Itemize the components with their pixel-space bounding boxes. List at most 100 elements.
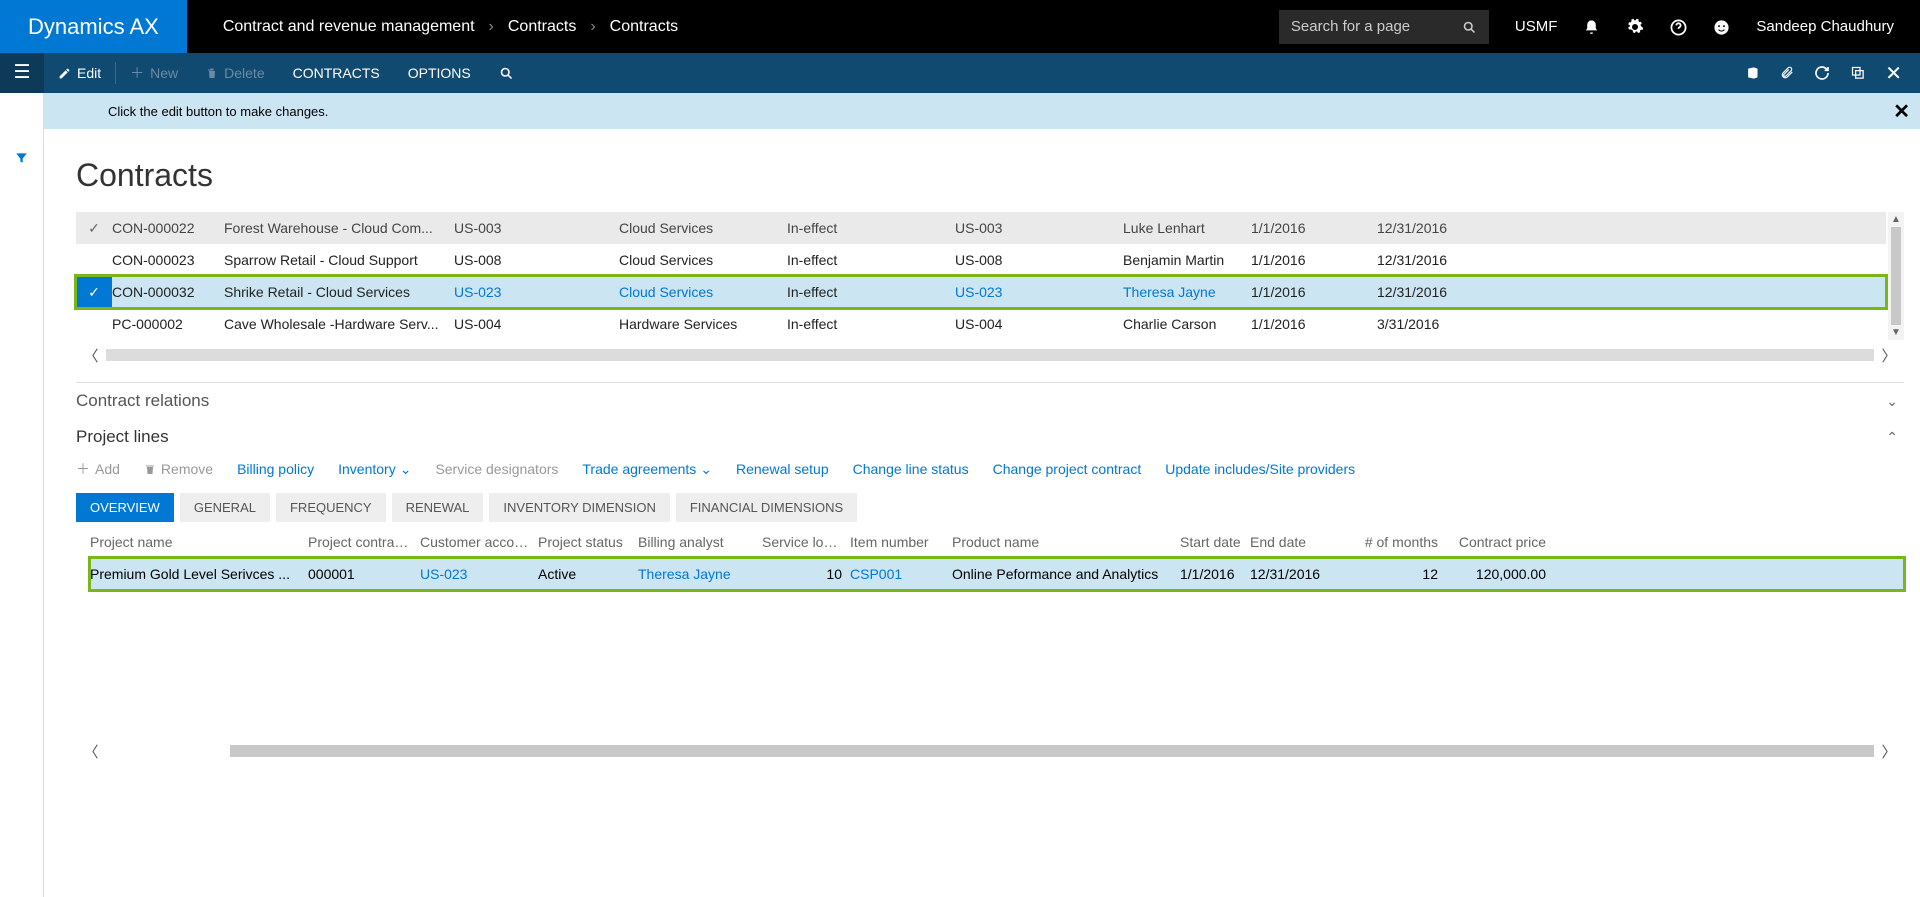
info-close-icon[interactable]: ✕ bbox=[1893, 99, 1910, 124]
pl-billing-analyst[interactable]: Theresa Jayne bbox=[638, 566, 762, 582]
hamburger-icon[interactable]: ☰ bbox=[0, 53, 44, 93]
chevron-down-icon[interactable]: ⌄ bbox=[1886, 393, 1898, 410]
tab-inventory-dimension[interactable]: INVENTORY DIMENSION bbox=[489, 493, 669, 522]
trade-label: Trade agreements bbox=[582, 461, 696, 477]
plh-months[interactable]: # of months bbox=[1338, 534, 1446, 550]
pl-hscroll[interactable]: 〈 〉 bbox=[76, 740, 1904, 762]
cell-owner: Benjamin Martin bbox=[1123, 252, 1251, 268]
change-project-contract-link[interactable]: Change project contract bbox=[993, 461, 1142, 477]
brand-logo[interactable]: Dynamics AX bbox=[0, 0, 187, 53]
row-check[interactable] bbox=[76, 244, 112, 276]
add-button[interactable]: ＋Add bbox=[76, 459, 120, 479]
inventory-link[interactable]: Inventory ⌄ bbox=[338, 461, 411, 478]
tab-frequency[interactable]: FREQUENCY bbox=[276, 493, 386, 522]
plh-customer-account[interactable]: Customer account bbox=[420, 534, 538, 550]
pl-months: 12 bbox=[1338, 566, 1446, 582]
cell-end: 12/31/2016 bbox=[1377, 220, 1487, 236]
tab-renewal[interactable]: RENEWAL bbox=[392, 493, 484, 522]
cell-name: Forest Warehouse - Cloud Com... bbox=[224, 220, 454, 236]
scroll-right-icon[interactable]: 〉 bbox=[1874, 345, 1904, 366]
table-row[interactable]: ✓ CON-000022 Forest Warehouse - Cloud Co… bbox=[76, 212, 1886, 244]
cell-cust[interactable]: US-023 bbox=[454, 284, 619, 300]
plh-project-name[interactable]: Project name bbox=[90, 534, 308, 550]
info-strip: Click the edit button to make changes. ✕ bbox=[44, 93, 1920, 129]
plh-billing-analyst[interactable]: Billing analyst bbox=[638, 534, 762, 550]
remove-button[interactable]: Remove bbox=[144, 461, 213, 477]
tab-general[interactable]: GENERAL bbox=[180, 493, 270, 522]
plh-start-date[interactable]: Start date bbox=[1180, 534, 1250, 550]
scroll-left-icon[interactable]: 〈 bbox=[76, 345, 106, 366]
scroll-right-icon[interactable]: 〉 bbox=[1874, 741, 1904, 762]
search-placeholder: Search for a page bbox=[1291, 18, 1410, 35]
row-check[interactable] bbox=[76, 308, 112, 340]
tab-overview[interactable]: OVERVIEW bbox=[76, 493, 174, 522]
plh-price[interactable]: Contract price bbox=[1446, 534, 1554, 550]
trade-agreements-link[interactable]: Trade agreements ⌄ bbox=[582, 461, 712, 478]
popout-icon[interactable] bbox=[1850, 64, 1865, 82]
change-line-status-link[interactable]: Change line status bbox=[853, 461, 969, 477]
smile-icon[interactable] bbox=[1713, 17, 1730, 37]
new-button[interactable]: ＋ New bbox=[116, 53, 192, 93]
pl-project-status: Active bbox=[538, 566, 638, 582]
plh-end-date[interactable]: End date bbox=[1250, 534, 1338, 550]
tab-financial-dimensions[interactable]: FINANCIAL DIMENSIONS bbox=[676, 493, 857, 522]
plh-item-number[interactable]: Item number bbox=[850, 534, 952, 550]
contracts-menu[interactable]: CONTRACTS bbox=[279, 53, 394, 93]
edit-button[interactable]: Edit bbox=[44, 53, 115, 93]
cell-name: Sparrow Retail - Cloud Support bbox=[224, 252, 454, 268]
breadcrumb-3[interactable]: Contracts bbox=[610, 18, 678, 36]
breadcrumb-1[interactable]: Contract and revenue management bbox=[223, 18, 475, 36]
plus-icon: ＋ bbox=[130, 63, 144, 83]
cell-start: 1/1/2016 bbox=[1251, 284, 1377, 300]
company-code[interactable]: USMF bbox=[1515, 18, 1558, 35]
delete-button[interactable]: Delete bbox=[192, 53, 278, 93]
pl-customer-account[interactable]: US-023 bbox=[420, 566, 538, 582]
username[interactable]: Sandeep Chaudhury bbox=[1756, 18, 1894, 35]
cell-name: Cave Wholesale -Hardware Serv... bbox=[224, 316, 454, 332]
section-contract-relations[interactable]: Contract relations ⌄ bbox=[76, 382, 1904, 419]
table-row[interactable]: PC-000002 Cave Wholesale -Hardware Serv.… bbox=[76, 308, 1886, 340]
options-menu[interactable]: OPTIONS bbox=[394, 53, 485, 93]
project-lines-grid: Project name Project contract ID Custome… bbox=[76, 526, 1904, 590]
refresh-icon[interactable] bbox=[1814, 64, 1830, 82]
cell-status: In-effect bbox=[787, 252, 955, 268]
scroll-track[interactable] bbox=[106, 745, 1874, 757]
row-check-icon[interactable]: ✓ bbox=[76, 212, 112, 244]
plh-product-name[interactable]: Product name bbox=[952, 534, 1180, 550]
plh-contract-id[interactable]: Project contract ID bbox=[308, 534, 420, 550]
plh-project-status[interactable]: Project status bbox=[538, 534, 638, 550]
pl-row[interactable]: Premium Gold Level Serivces ... 000001 U… bbox=[90, 558, 1904, 590]
plus-icon: ＋ bbox=[76, 459, 90, 479]
search-input[interactable]: Search for a page bbox=[1279, 10, 1489, 44]
row-check-icon[interactable]: ✓ bbox=[76, 276, 112, 308]
section-title: Contract relations bbox=[76, 391, 209, 411]
vertical-scrollbar[interactable]: ▲▼ bbox=[1888, 212, 1904, 340]
help-icon[interactable] bbox=[1670, 17, 1687, 37]
scroll-track[interactable] bbox=[106, 349, 1874, 361]
cell-owner[interactable]: Theresa Jayne bbox=[1123, 284, 1251, 300]
billing-policy-link[interactable]: Billing policy bbox=[237, 461, 314, 477]
table-row[interactable]: CON-000023 Sparrow Retail - Cloud Suppor… bbox=[76, 244, 1886, 276]
plh-service-location[interactable]: Service locati... bbox=[762, 534, 850, 550]
actionbar-search[interactable] bbox=[485, 53, 528, 93]
table-row-selected[interactable]: ✓ CON-000032 Shrike Retail - Cloud Servi… bbox=[76, 276, 1886, 308]
pl-product-name: Online Peformance and Analytics bbox=[952, 566, 1180, 582]
breadcrumb-2[interactable]: Contracts bbox=[508, 18, 576, 36]
cell-cust2[interactable]: US-023 bbox=[955, 284, 1123, 300]
chevron-up-icon[interactable]: ⌃ bbox=[1886, 429, 1898, 446]
cell-svc[interactable]: Cloud Services bbox=[619, 284, 787, 300]
renewal-setup-link[interactable]: Renewal setup bbox=[736, 461, 829, 477]
pl-item-number[interactable]: CSP001 bbox=[850, 566, 952, 582]
close-icon[interactable]: ✕ bbox=[1885, 61, 1902, 86]
contracts-label: CONTRACTS bbox=[293, 65, 380, 81]
scroll-left-icon[interactable]: 〈 bbox=[76, 741, 106, 762]
bell-icon[interactable] bbox=[1583, 17, 1600, 37]
gear-icon[interactable] bbox=[1626, 17, 1644, 37]
update-includes-link[interactable]: Update includes/Site providers bbox=[1165, 461, 1355, 477]
office-icon[interactable] bbox=[1745, 64, 1760, 82]
cell-start: 1/1/2016 bbox=[1251, 252, 1377, 268]
hscroll[interactable]: 〈 〉 bbox=[76, 344, 1904, 366]
filter-icon[interactable] bbox=[0, 93, 43, 166]
attach-icon[interactable] bbox=[1780, 64, 1794, 82]
cell-svc: Cloud Services bbox=[619, 220, 787, 236]
